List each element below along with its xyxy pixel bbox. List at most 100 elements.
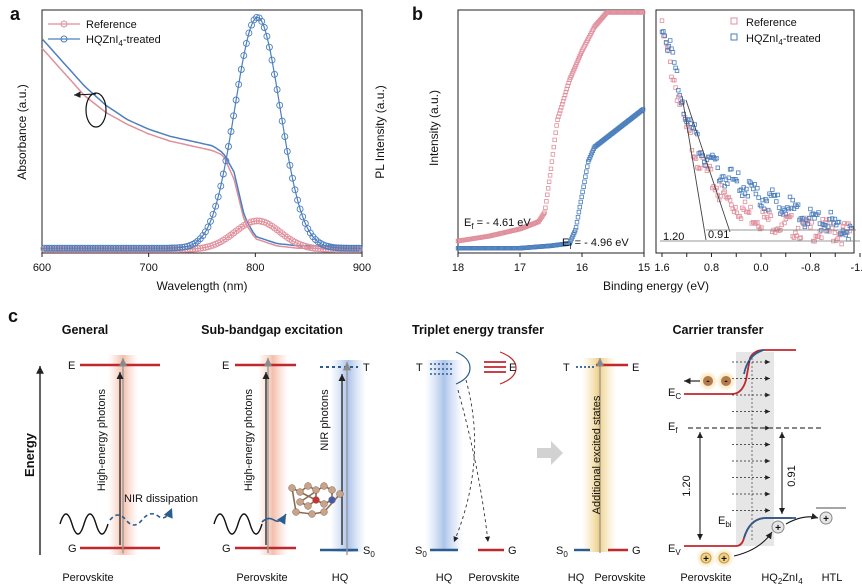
pl-point-reference — [199, 244, 207, 252]
pl-point-treated — [350, 244, 358, 252]
ups-point-treated — [640, 107, 646, 112]
pl-point-treated — [84, 244, 92, 252]
pl-point-treated — [245, 29, 253, 37]
vb-point-reference — [741, 207, 746, 212]
vb-point-reference — [746, 210, 752, 215]
pl-point-treated — [76, 244, 84, 252]
pl-point-treated — [329, 243, 337, 251]
vb-point-treated — [786, 206, 791, 212]
vb-point-reference — [797, 236, 802, 241]
pl-point-treated — [171, 244, 179, 252]
vb-point-reference — [693, 156, 699, 161]
pl-point-treated — [71, 244, 79, 252]
vb-point-treated — [836, 219, 842, 225]
triplet-label-e2: E — [632, 362, 639, 374]
vb-point-reference — [722, 189, 727, 194]
subgap-label-s0: S0 — [363, 545, 375, 559]
ups-point-reference — [565, 83, 570, 89]
ups-point-reference — [542, 210, 547, 215]
pl-line-treated — [42, 16, 362, 249]
vb-point-treated — [722, 183, 727, 189]
ups-point-reference — [558, 108, 563, 113]
ef-reference-label: Ef = - 4.61 eV — [464, 217, 531, 231]
general-nir-dissipation-wave — [109, 507, 173, 526]
panel-a-plot: 600 700 800 900 Reference HQZnI4-treated Ab… — [15, 9, 387, 293]
hole-2-sign: + — [721, 554, 727, 565]
ups-point-reference — [546, 186, 551, 191]
pl-point-treated — [342, 244, 350, 252]
vb-point-treated — [725, 181, 730, 186]
pl-point-treated — [324, 243, 332, 250]
vb-point-reference — [847, 228, 853, 234]
vb-point-treated — [808, 206, 813, 212]
legend-b-reference-marker — [730, 17, 738, 25]
pl-point-treated — [50, 244, 58, 252]
panel-c-label: c — [8, 306, 18, 326]
electron-2 — [721, 376, 731, 386]
pl-point-treated — [81, 244, 89, 252]
pl-point-treated — [127, 244, 135, 252]
pl-point-treated — [268, 56, 276, 64]
pl-point-treated — [153, 244, 161, 252]
vb-point-reference — [832, 230, 838, 235]
triplet-label-s0: S0 — [415, 545, 427, 559]
subgap-material2-label: HQ — [332, 572, 349, 584]
pl-point-treated — [235, 80, 243, 88]
molecule-atom — [312, 496, 320, 504]
vb-point-treated — [757, 202, 763, 208]
vb-point-treated — [755, 185, 760, 191]
pl-point-treated — [143, 244, 150, 252]
vb-point-treated — [676, 88, 681, 93]
general-title: General — [62, 323, 109, 337]
vb-point-treated — [800, 216, 805, 221]
vb-point-treated — [708, 155, 714, 160]
ups-point-treated — [582, 179, 587, 184]
pl-point-treated — [306, 229, 314, 237]
vb-point-treated — [759, 203, 764, 209]
vb-point-reference — [731, 209, 737, 214]
triplet-label-g: G — [508, 545, 517, 557]
vb-point-reference — [846, 221, 851, 226]
pl-point-treated — [114, 244, 122, 252]
vb-point-treated — [672, 60, 677, 65]
pl-point-treated — [294, 196, 302, 204]
pl-point-treated — [63, 244, 71, 252]
triplet-label-t2: T — [563, 362, 570, 374]
ups-point-treated — [577, 204, 582, 210]
pl-point-treated — [48, 244, 56, 252]
hole-hq-sign: + — [775, 523, 781, 534]
ups-point-reference — [564, 86, 569, 92]
ups-point-reference — [573, 64, 578, 69]
pl-point-treated — [104, 244, 112, 252]
vb-point-reference — [702, 162, 707, 168]
ups-point-reference — [550, 152, 556, 157]
subgap-photons-label: High-energy photons — [243, 388, 255, 491]
vb-point-treated — [840, 228, 846, 233]
pl-point-treated — [45, 244, 53, 252]
pl-point-treated — [332, 244, 340, 252]
ups-point-reference — [543, 205, 548, 210]
vb-point-treated — [666, 44, 671, 49]
ups-point-reference — [546, 179, 552, 184]
electron-1-sign: - — [706, 376, 709, 387]
vb-point-treated — [790, 197, 795, 203]
vb-point-treated — [830, 216, 835, 221]
general-label-e: E — [68, 360, 75, 372]
ups-point-reference — [578, 51, 583, 56]
vb-point-reference — [689, 147, 695, 153]
vb-point-reference — [836, 232, 842, 237]
ups-point-treated — [573, 225, 579, 230]
carrier-htl-label: HTL — [822, 572, 843, 584]
ups-point-reference — [566, 80, 571, 86]
vb-point-treated — [718, 177, 723, 182]
ups-point-treated — [567, 241, 572, 246]
carrier-ebi-label: Ebi — [718, 515, 732, 529]
vb-point-reference — [759, 225, 764, 230]
vb-point-reference — [816, 234, 821, 239]
valence-band-scatter — [659, 18, 854, 247]
vb-point-treated — [787, 194, 793, 200]
vb-point-treated — [776, 205, 782, 210]
pl-point-treated — [99, 244, 107, 252]
vb-point-treated — [764, 198, 769, 204]
pl-point-treated — [94, 244, 102, 252]
